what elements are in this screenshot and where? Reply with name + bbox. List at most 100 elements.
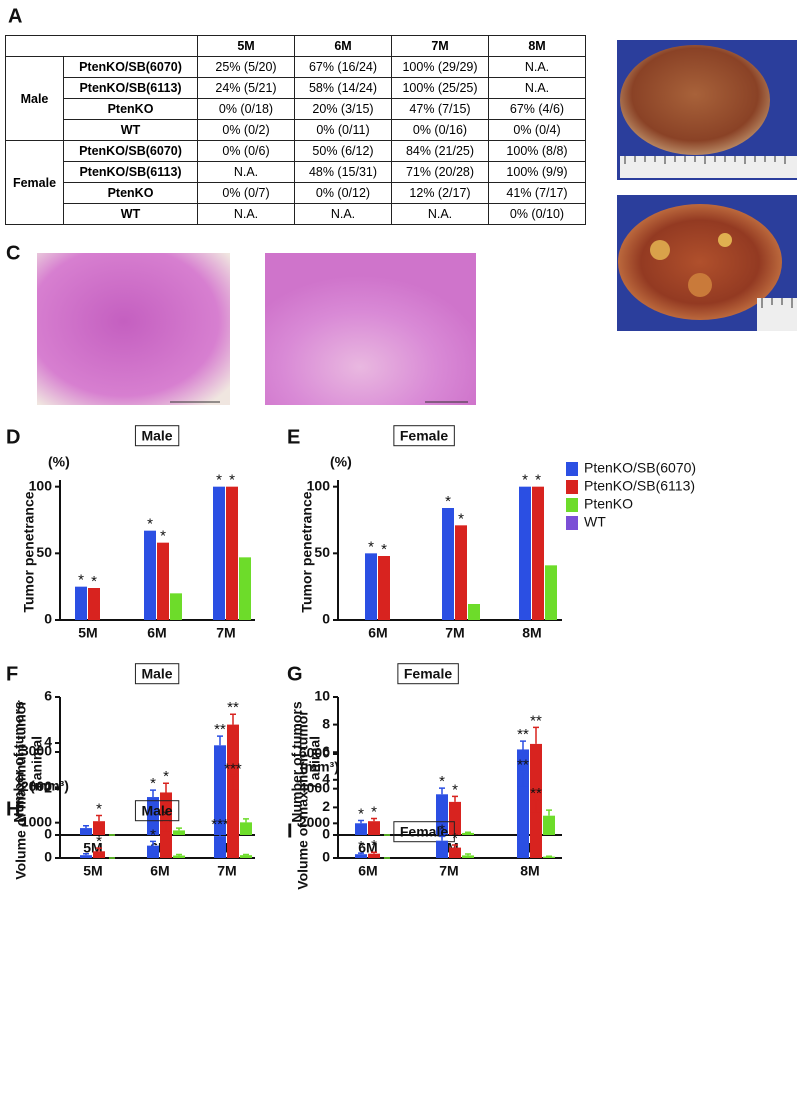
error-bar [533,799,539,813]
y-tick-label: 0 [322,849,330,865]
legend-label: PtenKO [584,496,633,512]
chart: I Female(mm³)Volume of maximum tumor 02000… [287,710,562,890]
histology-image [37,253,230,405]
x-tick-label: 7M [445,625,464,641]
title-box [134,800,180,822]
table-cell: 0% (0/11) [294,119,392,141]
significance-mark: * [147,516,153,533]
bar [355,854,367,858]
panel-label: C [6,242,20,264]
bar [543,856,555,858]
x-tick-label: 6M [150,863,169,879]
y-tick-label: 2 [44,780,52,796]
bar [355,823,367,835]
bar [436,840,448,858]
bar [75,586,87,620]
row-label: PtenKO/SB(6113) [63,77,198,99]
bar [532,486,544,620]
bar [368,853,380,858]
table-row: WT N.A. N.A. N.A. 0% (0/10) [6,203,586,225]
significance-mark: * [96,800,102,817]
y-tick-label: 0 [322,826,330,842]
error-bar [358,852,364,855]
y-unit: (%) [330,454,352,470]
y-tick-label: 100 [307,477,331,493]
error-bar [217,830,223,837]
column-header: 8M [488,35,586,57]
y-tick-label: 3000 [21,743,52,759]
y-tick-label: 50 [36,544,52,560]
title-box [134,663,180,685]
y-tick-label: 100 [29,477,53,493]
significance-mark: *** [224,761,242,778]
column-header: 6M [294,35,392,57]
significance-mark: * [358,838,364,855]
significance-mark: * [439,821,445,838]
table-cell: N.A. [488,56,586,78]
significance-mark: * [163,768,169,785]
bar [468,604,480,620]
y-axis-label: Tumor penetrance [21,491,37,612]
significance-mark: * [439,773,445,790]
group-label: Female [5,140,64,225]
error-bar [163,821,169,832]
row-label: WT [63,119,198,141]
table-cell: 0% (0/10) [488,203,586,225]
panel-label: I [287,820,293,842]
error-bar [520,740,526,750]
table-cell: 0% (0/12) [294,182,392,204]
bar [170,593,182,620]
y-tick-label: 50 [314,544,330,560]
bar [462,832,474,835]
bar [226,486,238,620]
penetrance-table: 5M 6M 7M 8M Male PtenKO/SB(6070) 25% (5/20) 67%… [5,35,586,225]
panel-label: H [6,798,20,820]
bar [88,588,100,620]
bar [517,786,529,858]
x-tick-label: 8M [520,863,539,879]
chart-title: Female [400,428,448,444]
significance-mark: ** [227,699,239,716]
x-tick-label: 7M [217,863,236,879]
table-cell: 50% (6/12) [294,140,392,162]
title-box [397,663,459,685]
table-cell: N.A. [391,203,489,225]
panel-label: E [287,426,300,448]
legend-label: WT [584,514,606,530]
bar [160,792,172,835]
significance-mark: * [522,472,528,489]
table-row: PtenKO 0% (0/18) 20% (3/15) 47% (7/15) 67% (… [6,98,586,120]
significance-mark: * [368,538,374,555]
panel-label: F [6,663,18,685]
error-bar [243,818,249,823]
bar [93,821,105,835]
table-cell: 67% (4/6) [488,98,586,120]
error-bar [230,774,236,790]
x-tick-label: 7M [216,625,235,641]
table-cell: 100% (29/29) [391,56,489,78]
table-cell: N.A. [488,77,586,99]
y-tick-label: 6000 [299,745,330,761]
histology-image [265,253,476,405]
chart: D Male (%) Tumor penetrance 0 50 100 5M * * 6M * * 7M… [6,425,255,641]
significance-mark: * [371,803,377,820]
table-cell: 0% (0/18) [197,98,295,120]
table-cell: 100% (25/25) [391,77,489,99]
y-axis-label: Number of tumors [289,701,305,823]
x-tick-label: 8M [522,625,541,641]
y-tick-label: 6 [44,688,52,704]
error-bar [176,827,182,831]
significance-mark: * [216,472,222,489]
bar [173,855,185,858]
table-row: Female PtenKO/SB(6070) 0% (0/6) 50% (6/12) 8… [5,140,586,225]
table-cell: 71% (20/28) [391,161,489,183]
table-cell: N.A. [197,161,295,183]
bar [378,556,390,620]
bar [240,822,252,835]
significance-mark: ** [517,726,529,743]
panel-label: G [287,663,303,685]
table-cell: 0% (0/7) [197,182,295,204]
error-bar [439,787,445,795]
row-label: PtenKO [63,182,198,204]
